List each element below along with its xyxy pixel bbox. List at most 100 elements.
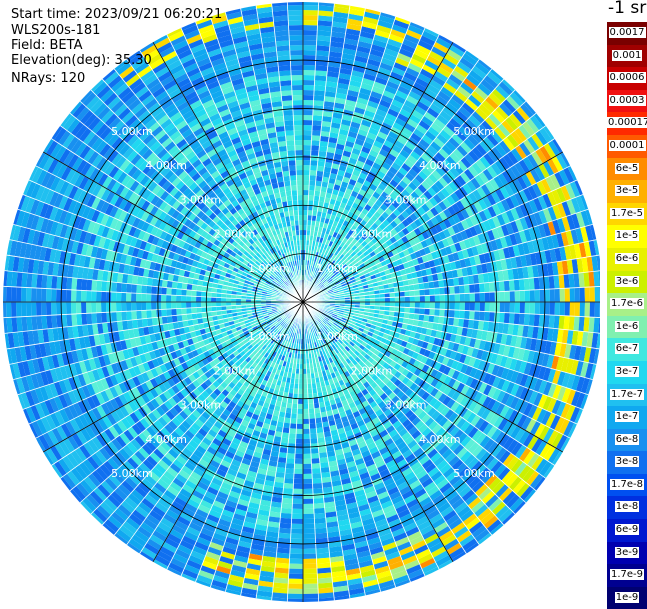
- radar-cell: [298, 384, 303, 389]
- radar-cell: [292, 509, 303, 514]
- radar-cell: [303, 409, 309, 414]
- radar-cell: [303, 544, 316, 549]
- radar-cell: [278, 533, 291, 539]
- radar-cell: [292, 403, 298, 408]
- radar-cell: [308, 403, 314, 408]
- radar-cell: [303, 494, 313, 499]
- radar-cell: [281, 437, 289, 443]
- radar-cell: [500, 302, 505, 313]
- radar-cell: [428, 281, 434, 288]
- radar-cell: [440, 295, 445, 302]
- radar-cell: [549, 315, 555, 328]
- radar-cell: [303, 55, 316, 60]
- radar-cell: [414, 308, 419, 314]
- radar-cell: [303, 155, 311, 160]
- radar-cell: [494, 281, 500, 292]
- radar-cell: [423, 282, 429, 289]
- radar-cell: [280, 513, 292, 519]
- radar-cell: [298, 399, 303, 404]
- radar-cell: [514, 279, 520, 291]
- radar-cell: [454, 286, 460, 294]
- radar-cell: [405, 302, 410, 308]
- radar-cell: [429, 309, 435, 316]
- radar-cell: [311, 448, 319, 454]
- radar-cell: [303, 95, 314, 100]
- radar-cell: [278, 452, 287, 458]
- radar-cell: [490, 292, 495, 302]
- radar-cell: [313, 115, 323, 121]
- radar-cell: [303, 45, 316, 50]
- radar-cell: [495, 302, 500, 312]
- radar-cell: [319, 452, 328, 458]
- radar-cell: [314, 90, 325, 96]
- radar-cell: [303, 464, 312, 469]
- radar-cell: [455, 302, 460, 310]
- radar-cell: [287, 453, 295, 459]
- radar-cell: [315, 528, 327, 534]
- radar-cell: [469, 311, 475, 320]
- radar-cell: [495, 292, 500, 302]
- radar-cell: [313, 105, 324, 111]
- radar-cell: [303, 439, 310, 444]
- radar-cell: [404, 307, 409, 313]
- radar-cell: [279, 447, 287, 453]
- radar-cell: [575, 302, 580, 316]
- radar-cell: [312, 478, 322, 484]
- radar-cell: [434, 288, 440, 295]
- radar-cell: [465, 293, 470, 302]
- radar-cell: [303, 120, 313, 125]
- radar-cell: [309, 413, 315, 418]
- radar-cell: [524, 314, 530, 326]
- radar-cell: [303, 594, 319, 599]
- radar-cell: [311, 453, 319, 459]
- radar-cell: [314, 508, 325, 514]
- radar-cell: [289, 564, 303, 569]
- radar-cell: [433, 316, 439, 324]
- radar-cell: [545, 302, 550, 315]
- radar-cell: [425, 295, 430, 302]
- radar-cell: [534, 314, 540, 327]
- radar-cell: [519, 313, 525, 325]
- radar-cell: [303, 489, 313, 494]
- radar-cell: [409, 308, 414, 314]
- radar-cell: [295, 454, 303, 459]
- radar-cell: [428, 315, 434, 322]
- radar-cell: [460, 294, 465, 302]
- radar-cell: [311, 145, 319, 151]
- radar-cell: [296, 434, 303, 439]
- radar-cell: [287, 448, 295, 454]
- radar-cell: [315, 533, 328, 539]
- radar-cell: [455, 294, 460, 302]
- radar-cell: [575, 288, 580, 302]
- radar-cell: [282, 493, 293, 499]
- radar-cell: [449, 310, 455, 318]
- radar-cell: [429, 288, 435, 295]
- radar-cell: [560, 302, 565, 316]
- radar-cell: [303, 0, 319, 5]
- radar-cell: [554, 315, 560, 329]
- radar-cell: [314, 85, 326, 91]
- radar-cell: [314, 518, 326, 524]
- radar-cell: [290, 544, 303, 549]
- radar-cell: [313, 498, 324, 504]
- radar-cell: [303, 205, 308, 210]
- radar-cell: [310, 428, 317, 434]
- radar-cell: [580, 287, 585, 302]
- radar-cell: [281, 503, 292, 509]
- radar-cell: [444, 287, 450, 295]
- radar-cell: [419, 289, 424, 296]
- radar-cell: [500, 291, 505, 302]
- radar-cell: [555, 302, 560, 315]
- radar-cell: [303, 190, 309, 195]
- radar-cell: [293, 479, 303, 484]
- radar-cell: [469, 284, 475, 293]
- radar-cell: [289, 433, 296, 439]
- radar-cell: [435, 295, 440, 302]
- radar-cell: [277, 548, 290, 554]
- radar-cell: [448, 317, 454, 325]
- radar-cell: [303, 559, 317, 564]
- radar-cell: [296, 439, 303, 444]
- radar-cell: [425, 302, 430, 309]
- radar-cell: [303, 509, 314, 514]
- radar-cell: [318, 151, 326, 157]
